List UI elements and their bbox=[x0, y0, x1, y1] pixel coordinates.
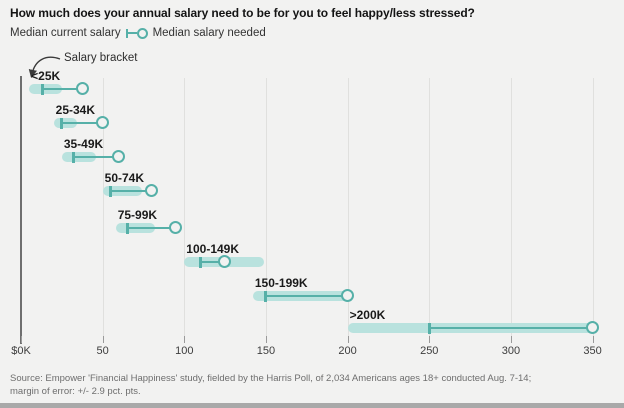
source-note-line2: margin of error: +/- 2.9 pct. pts. bbox=[10, 386, 141, 397]
legend: Median current salary Median salary need… bbox=[10, 27, 266, 39]
x-axis-label: 300 bbox=[501, 345, 521, 357]
needed-salary-circle bbox=[169, 221, 183, 234]
gridline bbox=[265, 78, 267, 336]
needed-salary-circle bbox=[218, 255, 232, 268]
connector-line bbox=[110, 190, 152, 192]
x-axis-label: 50 bbox=[96, 345, 109, 357]
needed-salary-circle bbox=[76, 82, 90, 95]
needed-salary-circle bbox=[111, 150, 125, 163]
connector-line bbox=[42, 88, 84, 90]
current-salary-tick bbox=[125, 222, 129, 234]
x-axis-label: $0K bbox=[11, 345, 31, 357]
y-axis-line bbox=[20, 76, 22, 344]
x-axis-tick bbox=[429, 336, 431, 343]
current-salary-tick bbox=[264, 290, 268, 302]
x-axis-tick bbox=[21, 336, 22, 343]
current-salary-tick bbox=[71, 151, 75, 163]
annotation-salary-bracket: Salary bracket bbox=[64, 52, 138, 64]
x-axis-tick bbox=[184, 336, 186, 343]
connector-line bbox=[429, 327, 593, 329]
legend-needed-label: Median salary needed bbox=[152, 27, 266, 39]
source-note-line1: Source: Empower 'Financial Happiness' st… bbox=[10, 373, 532, 384]
bracket-label: 35-49K bbox=[63, 137, 104, 151]
bracket-label: >200K bbox=[349, 308, 386, 322]
legend-circle-icon bbox=[136, 27, 148, 39]
bracket-label: 50-74K bbox=[104, 171, 144, 185]
gridline bbox=[184, 78, 186, 336]
x-axis-tick bbox=[347, 336, 349, 343]
connector-line bbox=[61, 122, 103, 124]
x-axis-tick bbox=[592, 336, 594, 343]
legend-dumbbell-icon bbox=[125, 27, 148, 39]
x-axis-label: 100 bbox=[175, 345, 194, 357]
current-salary-tick bbox=[109, 185, 113, 197]
bracket-label: 25-34K bbox=[55, 103, 96, 117]
legend-current-label: Median current salary bbox=[10, 27, 121, 39]
connector-line bbox=[127, 227, 177, 229]
x-axis-tick bbox=[102, 336, 104, 343]
gridline bbox=[347, 78, 349, 336]
bracket-label: 150-199K bbox=[254, 276, 308, 290]
current-salary-tick bbox=[427, 322, 431, 334]
legend-tick-icon bbox=[125, 28, 128, 38]
needed-salary-circle bbox=[340, 289, 354, 302]
x-axis-tick bbox=[265, 336, 267, 343]
current-salary-tick bbox=[40, 83, 44, 95]
bracket-label: 100-149K bbox=[186, 242, 240, 256]
needed-salary-circle bbox=[585, 321, 599, 334]
connector-line bbox=[265, 295, 348, 297]
x-axis-label: 250 bbox=[420, 345, 439, 357]
needed-salary-circle bbox=[95, 116, 109, 129]
gridline bbox=[510, 78, 512, 336]
bracket-label: <25K bbox=[31, 69, 61, 83]
chart-title: How much does your annual salary need to… bbox=[10, 6, 475, 20]
connector-line bbox=[200, 261, 226, 263]
needed-salary-circle bbox=[144, 184, 158, 197]
x-axis-label: 200 bbox=[338, 345, 357, 357]
x-axis-label: 150 bbox=[256, 345, 276, 357]
x-axis-label: 350 bbox=[583, 345, 602, 357]
gridline bbox=[102, 78, 104, 336]
current-salary-tick bbox=[199, 256, 203, 268]
legend-line-icon bbox=[127, 32, 137, 34]
annotation-arrow-icon bbox=[28, 56, 61, 79]
gridline bbox=[592, 78, 594, 336]
current-salary-tick bbox=[60, 117, 64, 129]
x-axis-tick bbox=[510, 336, 512, 343]
gridline bbox=[429, 78, 431, 336]
bracket-label: 75-99K bbox=[117, 208, 158, 222]
connector-line bbox=[73, 156, 119, 158]
bottom-border-bar bbox=[0, 403, 624, 408]
